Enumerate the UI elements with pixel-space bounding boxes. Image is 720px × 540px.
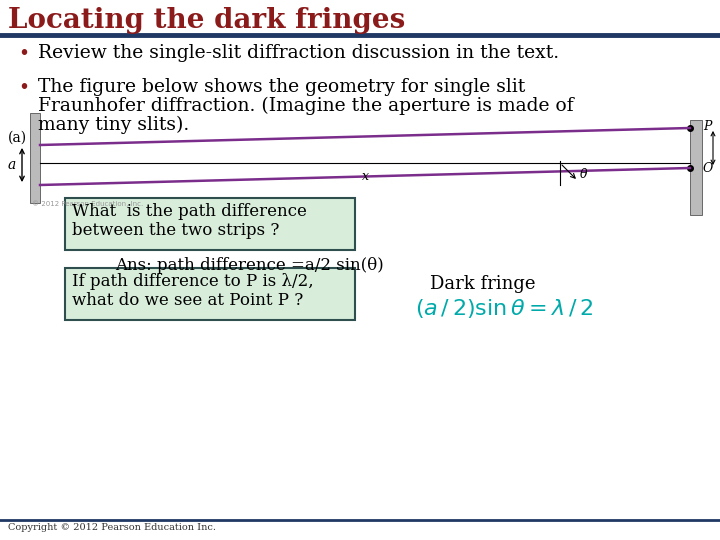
Text: $(a\,/\,2)\sin\theta = \lambda\,/\,2$: $(a\,/\,2)\sin\theta = \lambda\,/\,2$ <box>415 297 593 320</box>
Bar <box>690 120 702 215</box>
Text: (a): (a) <box>8 131 27 145</box>
Text: •: • <box>18 78 29 97</box>
Text: between the two strips ?: between the two strips ? <box>72 222 279 239</box>
Bar <box>30 113 40 203</box>
Text: Copyright © 2012 Pearson Education Inc.: Copyright © 2012 Pearson Education Inc. <box>8 523 216 532</box>
Text: what do we see at Point P ?: what do we see at Point P ? <box>72 292 303 309</box>
Text: Dark fringe: Dark fringe <box>430 275 536 293</box>
Text: x: x <box>361 170 369 183</box>
Bar <box>65 198 355 250</box>
Text: Ans: path difference =a/2 sin(θ): Ans: path difference =a/2 sin(θ) <box>115 257 384 274</box>
Text: θ: θ <box>580 168 588 181</box>
Text: •: • <box>18 44 29 63</box>
Text: © 2012 Pearson Education, Inc.: © 2012 Pearson Education, Inc. <box>32 200 143 207</box>
Text: many tiny slits).: many tiny slits). <box>38 116 189 134</box>
Text: Locating the dark fringes: Locating the dark fringes <box>8 7 405 34</box>
Bar <box>65 268 355 320</box>
Text: O: O <box>703 163 714 176</box>
Text: The figure below shows the geometry for single slit: The figure below shows the geometry for … <box>38 78 526 96</box>
Text: a: a <box>8 158 16 172</box>
Text: If path difference to P is λ/2,: If path difference to P is λ/2, <box>72 273 314 290</box>
Text: What  is the path difference: What is the path difference <box>72 203 307 220</box>
Text: Fraunhofer diffraction. (Imagine the aperture is made of: Fraunhofer diffraction. (Imagine the ape… <box>38 97 574 115</box>
Text: Review the single-slit diffraction discussion in the text.: Review the single-slit diffraction discu… <box>38 44 559 62</box>
Text: P: P <box>703 120 711 133</box>
